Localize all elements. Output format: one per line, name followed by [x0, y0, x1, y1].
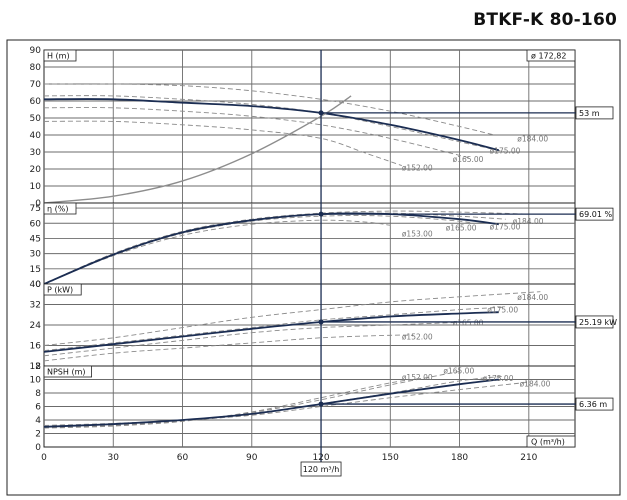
efficiency-curve-15200 [43, 219, 391, 285]
page-title: BTKF-K 80-160 [473, 10, 617, 30]
head-diameter-label: ø184.00 [517, 134, 548, 143]
head-curve-15200 [43, 120, 402, 167]
npsh-diameter-label: ø152.00 [402, 373, 433, 382]
efficiency-y-tick-label: 75 [30, 204, 41, 214]
efficiency-y-tick-label: 15 [30, 265, 41, 275]
efficiency-diameter-label: ø175.00 [490, 222, 521, 231]
x-tick-label: 0 [41, 453, 47, 463]
power-value-label: 25.19 kW [579, 318, 617, 327]
power-curve-15200 [43, 334, 414, 362]
head-curve-18400 [43, 83, 495, 136]
npsh-y-tick-label: 10 [30, 376, 42, 386]
npsh-y-tick-label: 8 [35, 389, 41, 399]
power-ylabel-box [43, 283, 82, 296]
npsh-curve-16500 [43, 370, 460, 428]
npsh-curve-15200 [43, 377, 425, 429]
npsh-y-tick-label: 0 [35, 443, 41, 453]
x-tick-label: 150 [382, 453, 399, 463]
efficiency-diameter-label: ø165.00 [446, 223, 477, 232]
power-y-tick-label: 32 [30, 301, 41, 311]
npsh-ylabel-box [43, 365, 92, 378]
npsh-y-tick-label: 12 [30, 362, 41, 372]
efficiency-selected-curve [43, 212, 499, 285]
efficiency-y-tick-label: 30 [30, 250, 42, 260]
npsh-value-label: 6.36 m [579, 400, 607, 409]
efficiency-diameter-label: ø153.00 [402, 229, 433, 238]
efficiency-value-label: 69.01 % [579, 210, 612, 219]
power-selected-curve [43, 311, 499, 353]
efficiency-value-box [575, 207, 614, 221]
power-value-box [575, 315, 614, 329]
head-curve-16500 [43, 107, 472, 160]
head-y-tick-label: 20 [30, 165, 42, 175]
selected-diameter-label: ø 172,82 [531, 52, 566, 61]
head-selected-curve [43, 98, 500, 152]
npsh-y-tick-label: 2 [35, 430, 41, 440]
power-y-tick-label: 40 [30, 280, 42, 290]
npsh-diameter-label: ø184.00 [520, 380, 551, 389]
head-y-tick-label: 80 [30, 63, 42, 73]
x-axis-label: Q (m³/h) [531, 438, 565, 447]
x-tick-label: 210 [520, 453, 537, 463]
head-y-tick-label: 30 [30, 148, 42, 158]
operating-flow-label: 120 m³/h [303, 465, 340, 474]
head-y-tick-label: 60 [30, 97, 42, 107]
power-curve-16500 [43, 321, 483, 357]
head-y-tick-label: 10 [30, 182, 42, 192]
efficiency-y-tick-label: 0 [35, 280, 41, 290]
head-y-tick-label: 0 [35, 199, 41, 209]
head-diameter-label: ø152.00 [402, 163, 433, 172]
npsh-diameter-label: ø175.00 [483, 374, 514, 383]
head-y-tick-label: 90 [30, 46, 42, 56]
head-diameter-label: ø175.00 [490, 146, 521, 155]
outer-frame [6, 39, 621, 496]
power-diameter-label: ø175.00 [487, 306, 518, 315]
power-ylabel: P (kW) [47, 286, 73, 295]
npsh-ylabel: NPSH (m) [47, 368, 85, 377]
power-curve-18400 [43, 291, 541, 346]
head-y-tick-label: 70 [30, 80, 42, 90]
selected-diameter-box [526, 49, 576, 62]
efficiency-ylabel-box [43, 202, 77, 215]
power-diameter-label: ø165.00 [453, 318, 484, 327]
x-tick-label: 90 [246, 453, 258, 463]
npsh-diameter-label: ø165.00 [443, 367, 474, 376]
x-tick-label: 180 [451, 453, 468, 463]
efficiency-diameter-label: ø184.00 [513, 217, 544, 226]
head-ylabel: H (m) [47, 52, 70, 61]
head-ylabel-box [43, 49, 77, 62]
efficiency-y-tick-label: 60 [30, 219, 42, 229]
npsh-y-tick-label: 6 [35, 403, 41, 413]
power-diameter-label: ø184.00 [517, 293, 548, 302]
npsh-selected-curve [43, 378, 499, 428]
x-tick-label: 120 [312, 453, 329, 463]
head-value-box [575, 106, 614, 120]
efficiency-y-tick-label: 45 [30, 234, 41, 244]
x-tick-label: 30 [108, 453, 120, 463]
power-diameter-label: ø152.00 [402, 333, 433, 342]
head-y-tick-label: 40 [30, 131, 42, 141]
operating-flow-box [300, 461, 342, 477]
power-y-tick-label: 16 [30, 342, 42, 352]
x-axis-label-box [526, 435, 576, 448]
head-diameter-label: ø165.00 [453, 155, 484, 164]
head-curve-17500 [43, 95, 506, 153]
head-value-label: 53 m [579, 109, 600, 118]
head-panel [43, 49, 576, 204]
npsh-y-tick-label: 4 [35, 416, 41, 426]
efficiency-ylabel: η (%) [47, 205, 68, 214]
power-y-tick-label: 8 [35, 362, 41, 372]
x-tick-label: 60 [177, 453, 189, 463]
npsh-value-box [575, 397, 614, 411]
power-curve-17500 [43, 306, 506, 352]
head-y-tick-label: 50 [30, 114, 42, 124]
power-y-tick-label: 24 [30, 321, 42, 331]
